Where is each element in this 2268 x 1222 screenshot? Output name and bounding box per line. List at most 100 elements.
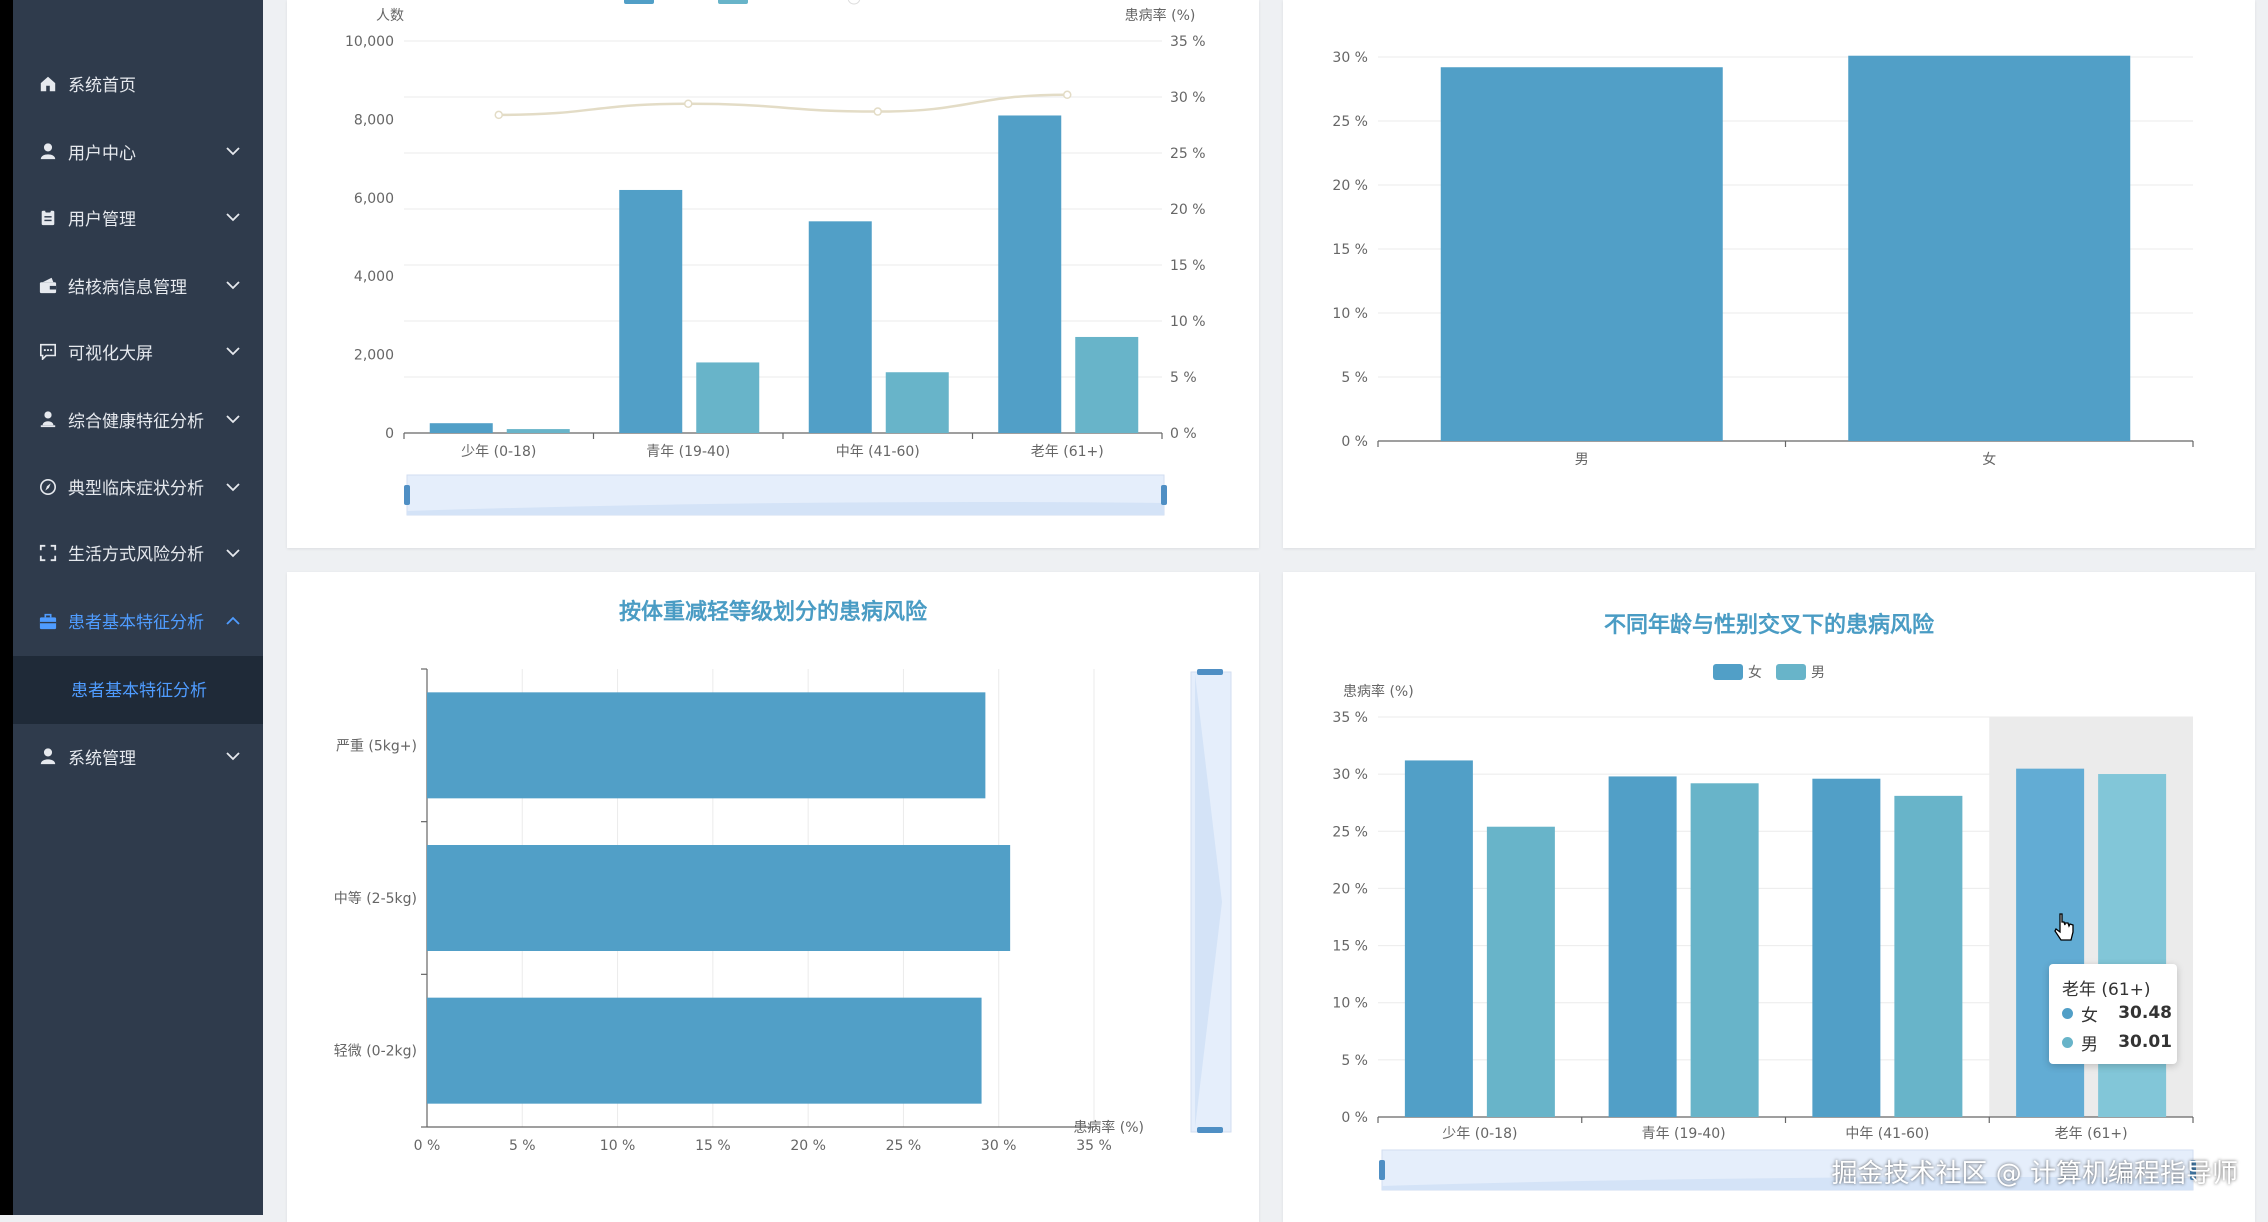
y-tick-label: 20 % [1332,881,1368,897]
sidebar-item-label: 生活方式风险分析 [68,545,204,566]
x-tick-label: 5 % [509,1138,536,1154]
y-tick-label: 20 % [1332,178,1368,194]
bar [1486,826,1555,1117]
tooltip-row-male: 男 30.01 [2062,1031,2172,1055]
chevron-down-icon [225,277,241,293]
sidebar-item-label: 典型临床症状分析 [68,479,204,500]
x-tick-label: 青年 (19-40) [646,444,730,460]
sidebar-item-label: 患者基本特征分析 [68,613,204,634]
y-right-tick-label: 25 % [1170,146,1206,162]
y-tick-label: 中等 (2-5kg) [334,890,417,907]
x-tick-label: 15 % [695,1138,731,1154]
zoom-handle-bottom [1197,1127,1223,1133]
bar [506,429,570,433]
y-tick-label: 轻微 (0-2kg) [334,1044,417,1060]
y-tick-label: 10 % [1332,306,1368,322]
chart-card-age-gender: 不同年龄与性别交叉下的患病风险女男患病率 (%) 0 % 5 % 10 % 15 % 20… [1283,572,2255,1222]
sidebar-item[interactable]: 系统管理 [13,730,263,782]
bar [429,423,493,433]
chart-card-age-population: 0 % 5 % 10 % 15 % 20 % 25 % 30 % 35 % 0 2,000 4,00… [287,0,1259,548]
y-left-tick-label: 4,000 [354,269,394,285]
chart-svg: 0 % 5 % 10 % 15 % 20 % 25 % 30 % 35 % 0 2,000 4,00… [345,0,1206,516]
sidebar-item[interactable]: 用户中心 [13,125,263,177]
x-tick-label: 中年 (41-60) [836,444,920,460]
x-axis-label: 患病率 (%) [1073,1119,1144,1136]
line-point [1063,90,1072,100]
x-tick-label: 20 % [790,1138,826,1154]
bar [1404,760,1473,1117]
y-right-tick-label: 0 % [1170,426,1197,442]
y-tick-label: 30 % [1332,767,1368,783]
x-tick-label: 25 % [886,1138,922,1154]
y-right-tick-label: 15 % [1170,258,1206,274]
submenu-item-patient-basic-analysis[interactable]: 患者基本特征分析 [71,681,207,701]
y-tick-label: 0 % [1341,434,1368,450]
sidebar-item[interactable]: 结核病信息管理 [13,259,263,311]
y-tick-label: 25 % [1332,114,1368,130]
chart-svg: 按体重减轻等级划分的患病风险 0 % 5 % 10 % 15 % 20 % 25 % 30 %… [334,599,1232,1154]
legend-label: 男 [1811,665,1825,681]
chevron-down-icon [225,143,241,159]
chart-card-weight-loss: 按体重减轻等级划分的患病风险 0 % 5 % 10 % 15 % 20 % 25 % 30 %… [287,572,1259,1222]
chevron-down-icon [225,545,241,561]
sidebar-item[interactable]: 典型临床症状分析 [13,461,263,513]
sidebar-item[interactable]: 患者基本特征分析 [13,595,263,647]
x-tick-label: 男 [1575,452,1589,468]
chevron-down-icon [225,748,241,764]
x-tick-label: 少年 (0-18) [1442,1126,1517,1142]
y-right-tick-label: 5 % [1170,370,1197,386]
rate-line [498,93,1068,117]
bar [1894,795,1963,1117]
line-point [494,110,503,120]
x-tick-label: 中年 (41-60) [1845,1126,1929,1142]
sidebar-item[interactable]: 可视化大屏 [13,325,263,377]
y-right-tick-label: 10 % [1170,314,1206,330]
clipboard-icon [38,207,58,227]
bar [808,221,872,433]
bar [2098,774,2167,1117]
tooltip-row-female: 女 30.48 [2062,1002,2172,1026]
sidebar-item-label: 系统首页 [68,76,136,97]
legend-dot [2062,1007,2073,1019]
mouse-pointer-icon [2054,913,2074,941]
y-right-tick-label: 20 % [1170,202,1206,218]
zoom-preview [1382,1177,2193,1190]
y-left-axis-label: 人数 [376,8,404,24]
bar [696,362,760,433]
user-icon [38,746,58,766]
bar [1608,776,1677,1117]
zoom-handle-right [1161,485,1167,505]
sidebar-item-label: 可视化大屏 [68,343,153,364]
tooltip-series-name: 男 [2081,1034,2098,1055]
sidebar-item[interactable]: 系统首页 [13,58,263,110]
y-tick-label: 5 % [1341,370,1368,386]
sidebar-item-label: 结核病信息管理 [68,277,187,298]
tooltip-series-name: 女 [2081,1005,2098,1026]
legend-swatch-female [1713,664,1743,680]
sidebar-item[interactable]: 生活方式风险分析 [13,527,263,579]
chevron-down-icon [225,343,241,359]
y-axis-label: 患病率 (%) [1343,683,1414,700]
legend-swatch [847,0,861,5]
y-tick-label: 5 % [1341,1053,1368,1069]
y-tick-label: 10 % [1332,996,1368,1012]
y-tick-label: 15 % [1332,242,1368,258]
sidebar-item[interactable]: 用户管理 [13,191,263,243]
x-tick-label: 少年 (0-18) [461,444,536,460]
bar [427,845,1011,951]
zoom-preview [1195,674,1222,1128]
x-tick-label: 10 % [600,1138,636,1154]
y-left-tick-label: 10,000 [345,34,394,50]
chart-title: 不同年龄与性别交叉下的患病风险 [1604,612,1935,638]
fullscreen-icon [38,543,58,563]
chart-tooltip: 老年 (61+) 女 30.48 男 30.01 [2049,964,2177,1064]
zoom-handle-left [1379,1160,1385,1180]
compass-icon [38,477,58,497]
line-point [684,99,693,108]
y-left-tick-label: 6,000 [354,191,394,207]
chevron-down-icon [225,209,241,225]
sidebar-item-label: 用户中心 [68,143,136,164]
bar [1440,67,1723,442]
sidebar-item[interactable]: 综合健康特征分析 [13,393,263,445]
x-tick-label: 老年 (61+) [1031,444,1104,460]
